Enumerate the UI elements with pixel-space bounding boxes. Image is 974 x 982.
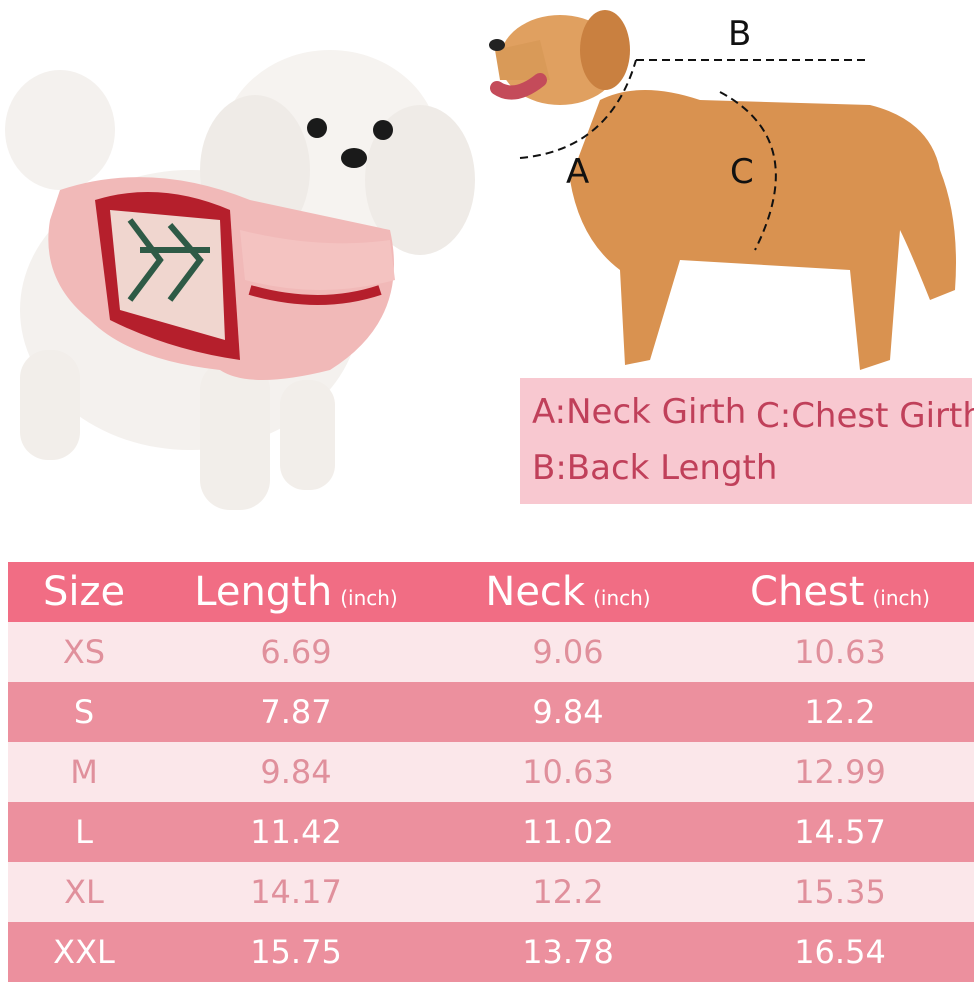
golden-retriever-image: [489, 10, 956, 370]
header-length: Length (inch): [160, 562, 432, 622]
header-neck-unit: (inch): [593, 586, 651, 610]
cell-chest: 16.54: [704, 922, 974, 982]
table-row: L 11.42 11.02 14.57: [8, 802, 974, 862]
size-chart-table: Size Length (inch) Neck (inch) Chest (inch)…: [8, 562, 974, 982]
cell-size: XL: [8, 862, 160, 922]
cell-neck: 9.06: [432, 622, 704, 682]
table-row: XXL 15.75 13.78 16.54: [8, 922, 974, 982]
legend-neck-girth: A:Neck Girth: [532, 392, 747, 432]
cell-neck: 9.84: [432, 682, 704, 742]
cell-chest: 12.2: [704, 682, 974, 742]
legend-chest-girth: C:Chest Girth: [756, 396, 974, 436]
header-neck: Neck (inch): [432, 562, 704, 622]
table-header-row: Size Length (inch) Neck (inch) Chest (inch): [8, 562, 974, 622]
cell-size: S: [8, 682, 160, 742]
cell-size: XXL: [8, 922, 160, 982]
cell-chest: 15.35: [704, 862, 974, 922]
dogs-illustration: [5, 10, 956, 510]
cell-size: XS: [8, 622, 160, 682]
cell-chest: 14.57: [704, 802, 974, 862]
table-row: XL 14.17 12.2 15.35: [8, 862, 974, 922]
product-photo-area: B A C A:Neck Girth C:Chest Girth B:Back …: [5, 10, 974, 510]
measurement-guides: [519, 59, 870, 251]
cell-neck: 13.78: [432, 922, 704, 982]
cell-length: 6.69: [160, 622, 432, 682]
header-length-unit: (inch): [340, 586, 398, 610]
cell-length: 7.87: [160, 682, 432, 742]
header-chest: Chest (inch): [704, 562, 974, 622]
table-row: M 9.84 10.63 12.99: [8, 742, 974, 802]
table-row: S 7.87 9.84 12.2: [8, 682, 974, 742]
header-chest-unit: (inch): [872, 586, 930, 610]
cell-neck: 12.2: [432, 862, 704, 922]
cell-length: 14.17: [160, 862, 432, 922]
cell-length: 9.84: [160, 742, 432, 802]
poodle-in-sweater-image: [5, 50, 475, 510]
header-size: Size: [8, 562, 160, 622]
label-b: B: [728, 14, 752, 54]
label-a: A: [566, 152, 590, 192]
cell-chest: 10.63: [704, 622, 974, 682]
neck-girth-line: [519, 59, 637, 159]
label-c: C: [730, 152, 754, 192]
cell-neck: 10.63: [432, 742, 704, 802]
cell-size: M: [8, 742, 160, 802]
cell-size: L: [8, 802, 160, 862]
chest-girth-line: [719, 91, 777, 251]
table-row: XS 6.69 9.06 10.63: [8, 622, 974, 682]
cell-length: 11.42: [160, 802, 432, 862]
measurement-legend: A:Neck Girth C:Chest Girth B:Back Length: [520, 378, 974, 504]
legend-back-length: B:Back Length: [532, 448, 778, 488]
cell-length: 15.75: [160, 922, 432, 982]
cell-neck: 11.02: [432, 802, 704, 862]
cell-chest: 12.99: [704, 742, 974, 802]
